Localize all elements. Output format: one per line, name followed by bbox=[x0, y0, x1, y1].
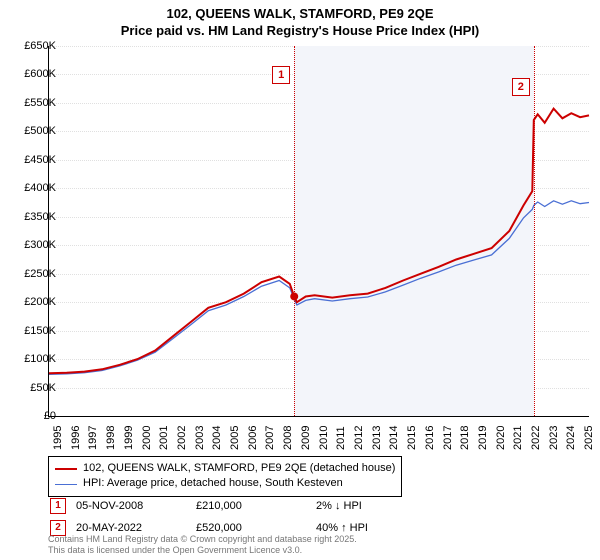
event-row-1: 1 05-NOV-2008 £210,000 2% ↓ HPI bbox=[50, 496, 376, 516]
y-tick-label: £500K bbox=[12, 125, 56, 137]
x-tick-label: 2024 bbox=[565, 426, 577, 450]
x-tick-label: 2017 bbox=[442, 426, 454, 450]
x-tick-label: 2018 bbox=[459, 426, 471, 450]
x-tick-label: 1995 bbox=[52, 426, 64, 450]
y-tick-label: £250K bbox=[12, 268, 56, 280]
x-tick-label: 2001 bbox=[158, 426, 170, 450]
x-tick-label: 2011 bbox=[335, 426, 347, 450]
x-tick-label: 2020 bbox=[495, 426, 507, 450]
legend-row-series2: HPI: Average price, detached house, Sout… bbox=[55, 476, 395, 491]
x-tick-label: 2003 bbox=[194, 426, 206, 450]
legend-label-series2: HPI: Average price, detached house, Sout… bbox=[83, 476, 343, 491]
x-tick-label: 1999 bbox=[123, 426, 135, 450]
x-tick-label: 2021 bbox=[512, 426, 524, 450]
x-tick-label: 2002 bbox=[176, 426, 188, 450]
x-tick-label: 2007 bbox=[264, 426, 276, 450]
x-tick-label: 2014 bbox=[388, 426, 400, 450]
footer-line2: This data is licensed under the Open Gov… bbox=[48, 545, 357, 556]
chart-title-line2: Price paid vs. HM Land Registry's House … bbox=[0, 23, 600, 38]
footer: Contains HM Land Registry data © Crown c… bbox=[48, 534, 357, 556]
x-tick-label: 2022 bbox=[530, 426, 542, 450]
event-price-1: £210,000 bbox=[196, 496, 314, 516]
footer-line1: Contains HM Land Registry data © Crown c… bbox=[48, 534, 357, 545]
y-tick-label: £150K bbox=[12, 325, 56, 337]
event-vline bbox=[534, 46, 535, 416]
y-tick-label: £450K bbox=[12, 154, 56, 166]
x-tick-label: 2008 bbox=[282, 426, 294, 450]
x-tick-label: 2015 bbox=[406, 426, 418, 450]
x-tick-label: 2016 bbox=[424, 426, 436, 450]
y-tick-label: £200K bbox=[12, 296, 56, 308]
x-tick-label: 1996 bbox=[70, 426, 82, 450]
x-tick-label: 2004 bbox=[211, 426, 223, 450]
x-tick-label: 1997 bbox=[87, 426, 99, 450]
legend-swatch-series2 bbox=[55, 484, 77, 485]
event-box-1: 1 bbox=[50, 498, 66, 514]
event-vline bbox=[294, 46, 295, 416]
legend-label-series1: 102, QUEENS WALK, STAMFORD, PE9 2QE (det… bbox=[83, 461, 395, 476]
y-tick-label: £600K bbox=[12, 68, 56, 80]
y-tick-label: £650K bbox=[12, 40, 56, 52]
y-tick-label: £550K bbox=[12, 97, 56, 109]
y-tick-label: £350K bbox=[12, 211, 56, 223]
x-tick-label: 2006 bbox=[247, 426, 259, 450]
event-date-1: 05-NOV-2008 bbox=[76, 496, 194, 516]
chart-title-line1: 102, QUEENS WALK, STAMFORD, PE9 2QE bbox=[0, 0, 600, 23]
x-tick-label: 1998 bbox=[105, 426, 117, 450]
chart-lines-svg bbox=[49, 46, 589, 416]
y-tick-label: £100K bbox=[12, 353, 56, 365]
x-tick-label: 2000 bbox=[141, 426, 153, 450]
x-tick-label: 2013 bbox=[371, 426, 383, 450]
legend-swatch-series1 bbox=[55, 468, 77, 470]
x-tick-label: 2005 bbox=[229, 426, 241, 450]
event-vline-box: 2 bbox=[512, 78, 530, 96]
chart-plot-area: 12 bbox=[48, 46, 589, 417]
x-tick-label: 2012 bbox=[353, 426, 365, 450]
legend: 102, QUEENS WALK, STAMFORD, PE9 2QE (det… bbox=[48, 456, 402, 497]
event-vline-box: 1 bbox=[272, 66, 290, 84]
x-tick-label: 2025 bbox=[583, 426, 595, 450]
y-tick-label: £50K bbox=[12, 382, 56, 394]
x-tick-label: 2019 bbox=[477, 426, 489, 450]
chart-container: 102, QUEENS WALK, STAMFORD, PE9 2QE Pric… bbox=[0, 0, 600, 560]
event-delta-1: 2% ↓ HPI bbox=[316, 496, 376, 516]
series-line bbox=[49, 201, 589, 375]
x-tick-label: 2010 bbox=[318, 426, 330, 450]
x-tick-label: 2009 bbox=[300, 426, 312, 450]
x-tick-label: 2023 bbox=[548, 426, 560, 450]
legend-row-series1: 102, QUEENS WALK, STAMFORD, PE9 2QE (det… bbox=[55, 461, 395, 476]
y-tick-label: £300K bbox=[12, 239, 56, 251]
y-tick-label: £400K bbox=[12, 182, 56, 194]
series-line bbox=[49, 109, 589, 374]
y-tick-label: £0 bbox=[12, 410, 56, 422]
